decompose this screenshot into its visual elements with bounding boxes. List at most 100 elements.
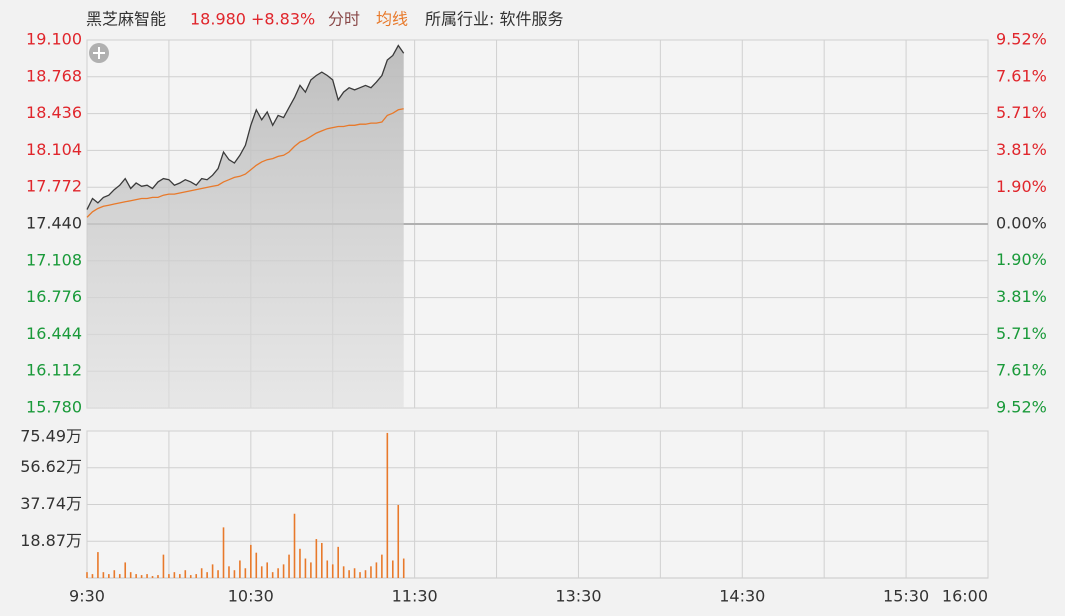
- y2-tick-label: 3.81%: [996, 140, 1047, 159]
- volume-bar: [222, 527, 225, 578]
- volume-bar: [135, 574, 137, 578]
- volume-bar: [233, 570, 236, 578]
- volume-bar: [91, 574, 94, 578]
- volume-bar: [189, 575, 192, 578]
- y2-tick-label: 3.81%: [996, 287, 1047, 306]
- x-tick-label: 11:30: [392, 587, 438, 606]
- volume-bar: [260, 566, 263, 578]
- volume-bar: [271, 572, 274, 578]
- volume-bar: [342, 566, 345, 578]
- volume-bar: [162, 554, 165, 578]
- volume-bar: [397, 504, 400, 578]
- stock-name: 黑芝麻智能: [86, 10, 166, 29]
- volume-bar: [97, 552, 99, 578]
- volume-bar: [244, 568, 247, 578]
- volume-bar: [157, 575, 159, 578]
- plot-layer: [86, 39, 989, 578]
- legend-price: 分时: [328, 10, 360, 29]
- volume-bar: [277, 568, 279, 578]
- legend-average: 均线: [376, 10, 408, 29]
- y2-tick-label: 1.90%: [996, 250, 1047, 269]
- y-tick-label: 17.108: [26, 250, 82, 269]
- volume-bar: [217, 570, 219, 578]
- y2-tick-label: 1.90%: [996, 177, 1047, 196]
- volume-bar: [102, 572, 105, 578]
- volume-bar: [124, 562, 127, 578]
- volume-bar: [359, 572, 361, 578]
- y-tick-label: 19.100: [26, 30, 82, 49]
- volume-bar: [364, 570, 367, 578]
- volume-bar: [266, 562, 268, 578]
- volume-bar: [140, 575, 143, 578]
- volume-bar: [173, 572, 176, 578]
- y-tick-label: 17.772: [26, 177, 82, 196]
- volume-bar: [239, 560, 241, 578]
- y2-tick-label: 9.52%: [996, 30, 1047, 49]
- volume-bar: [299, 548, 301, 578]
- y2-tick-label: 5.71%: [996, 103, 1047, 122]
- volume-bar: [184, 570, 187, 578]
- volume-bar: [86, 572, 88, 578]
- volume-bar: [108, 574, 110, 578]
- volume-bar: [315, 539, 318, 578]
- y-tick-label: 17.440: [26, 214, 82, 233]
- x-tick-label: 13:30: [555, 587, 601, 606]
- y-tick-label: 56.62万: [20, 457, 82, 476]
- volume-bar: [168, 574, 170, 578]
- y-tick-label: 18.436: [26, 103, 82, 122]
- volume-bar: [304, 558, 307, 578]
- y2-tick-label: 9.52%: [996, 398, 1047, 417]
- y-tick-label: 18.768: [26, 66, 82, 85]
- y-tick-label: 75.49万: [20, 427, 82, 446]
- volume-bar: [288, 554, 290, 578]
- volume-bar: [282, 564, 285, 578]
- volume-bar: [228, 566, 230, 578]
- volume-bar: [179, 574, 181, 578]
- y-tick-label: 18.104: [26, 140, 82, 159]
- x-tick-label: 9:30: [69, 587, 105, 606]
- volume-bar: [331, 564, 334, 578]
- volume-bar: [129, 572, 132, 578]
- volume-bar: [206, 572, 208, 578]
- price-line: [86, 44, 405, 210]
- volume-bar: [250, 544, 252, 578]
- x-tick-label: 15:30: [883, 587, 929, 606]
- y-tick-label: 16.776: [26, 287, 82, 306]
- volume-bar: [195, 574, 198, 578]
- y-tick-label: 16.112: [26, 361, 82, 380]
- volume-bar: [326, 560, 329, 578]
- volume-bar: [113, 570, 116, 578]
- volume-bar: [200, 568, 203, 578]
- stock-change: +8.83%: [251, 10, 315, 29]
- volume-bar: [293, 513, 296, 578]
- volume-bar: [386, 432, 389, 578]
- volume-bar: [151, 576, 154, 578]
- x-tick-label: 14:30: [719, 587, 765, 606]
- volume-bar: [348, 570, 350, 578]
- y-tick-label: 15.780: [26, 398, 82, 417]
- volume-bar: [375, 562, 378, 578]
- price-area: [87, 45, 404, 408]
- volume-bar: [255, 552, 258, 578]
- y-tick-label: 16.444: [26, 324, 82, 343]
- volume-bar: [321, 542, 323, 578]
- volume-bar: [370, 566, 372, 578]
- volume-bar: [118, 574, 121, 578]
- y2-tick-label: 7.61%: [996, 66, 1047, 85]
- volume-bar: [402, 558, 405, 578]
- volume-bar: [353, 568, 356, 578]
- industry: 所属行业: 软件服务: [425, 10, 563, 29]
- add-button[interactable]: [89, 43, 109, 63]
- y-tick-label: 18.87万: [20, 531, 82, 550]
- volume-bar: [310, 562, 312, 578]
- volume-bar: [211, 564, 214, 578]
- y2-tick-label: 0.00%: [996, 214, 1047, 233]
- average-line: [86, 108, 404, 218]
- y2-tick-label: 7.61%: [996, 361, 1047, 380]
- x-tick-label: 10:30: [228, 587, 274, 606]
- x-tick-label: 16:00: [942, 587, 988, 606]
- y-tick-label: 37.74万: [20, 494, 82, 513]
- y2-tick-label: 5.71%: [996, 324, 1047, 343]
